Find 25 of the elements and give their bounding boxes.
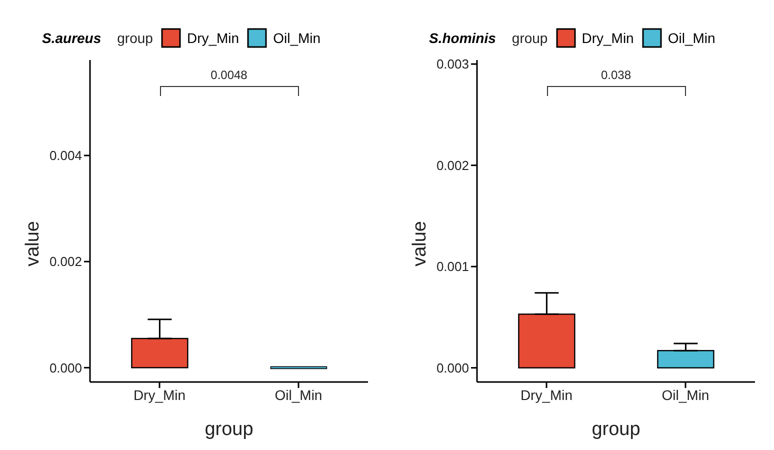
- y-tick-label: 0.000: [436, 360, 469, 376]
- annotation: 0.038: [600, 68, 632, 82]
- legend-title: group: [117, 30, 153, 46]
- chart-title: S.hominis: [429, 30, 496, 46]
- legend-label: Dry_Min: [582, 30, 634, 46]
- y-tick-label: 0.002: [436, 158, 469, 173]
- x-tick-label: Dry_Min: [133, 386, 186, 403]
- x-tick-label: Oil_Min: [662, 386, 710, 403]
- y-axis-title: value: [22, 221, 44, 266]
- y-tick-label: 0.000: [49, 360, 82, 376]
- chart-title: S.aureus: [42, 30, 102, 46]
- legend-label: Dry_Min: [186, 30, 240, 46]
- x-axis-title: group: [592, 419, 640, 440]
- y-tick-label: 0.004: [49, 148, 82, 164]
- y-tick-label: 0.002: [49, 254, 82, 270]
- x-tick-label: Oil_Min: [274, 386, 322, 403]
- legend-title: group: [512, 30, 548, 46]
- y-tick-label: 0.003: [436, 56, 469, 72]
- y-axis-title: value: [410, 221, 431, 266]
- annotation: 0.0048: [210, 68, 248, 82]
- legend-label: Oil_Min: [668, 30, 716, 46]
- x-axis-title: group: [204, 419, 254, 440]
- legend-label: Oil_Min: [273, 30, 321, 46]
- x-tick-label: Dry_Min: [520, 386, 573, 403]
- y-tick-label: 0.001: [436, 259, 469, 274]
